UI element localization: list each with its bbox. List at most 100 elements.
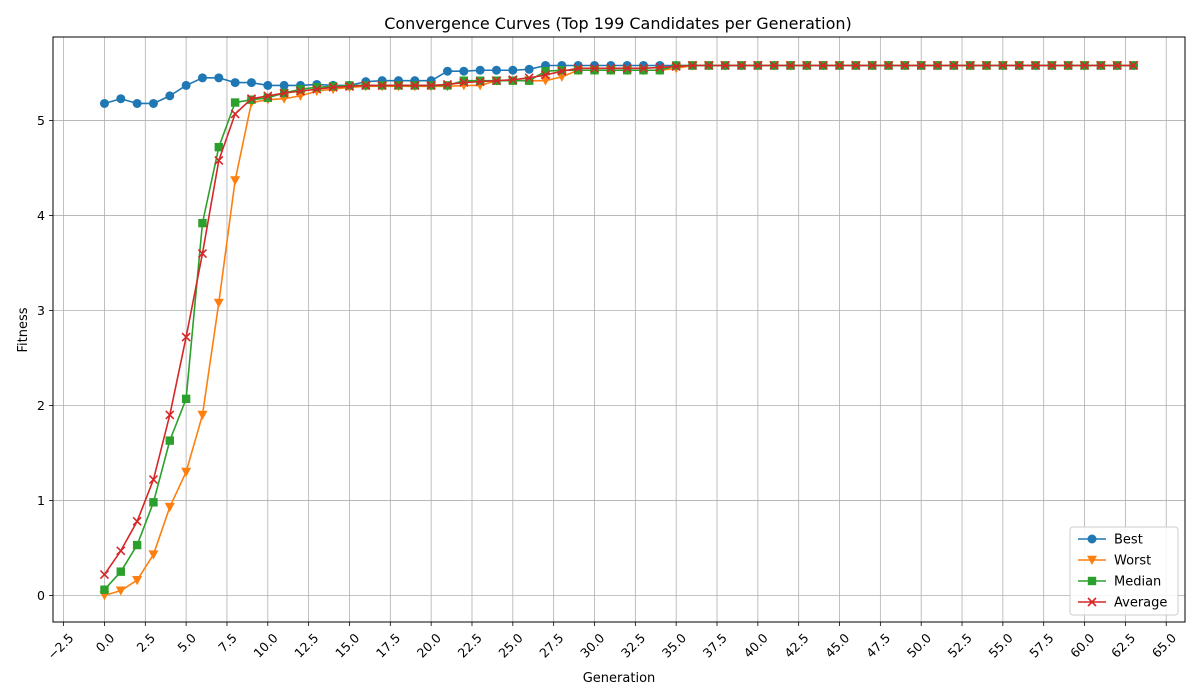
data-point-median <box>116 567 125 576</box>
data-point-average <box>279 88 289 98</box>
data-point-average <box>720 60 730 71</box>
data-point-average <box>932 60 943 71</box>
data-point-best <box>165 91 175 101</box>
y-tick-label: 4 <box>37 208 45 223</box>
data-point-average <box>475 77 485 87</box>
data-point-worst <box>115 586 126 596</box>
data-point-median <box>263 93 273 102</box>
data-point-average <box>148 474 159 485</box>
data-point-median <box>198 218 207 228</box>
data-point-best <box>508 65 518 75</box>
data-point-average <box>736 60 747 71</box>
series-line-average <box>103 64 1134 575</box>
data-point-best <box>181 80 191 90</box>
legend-marker-average <box>1087 597 1097 607</box>
y-tick-label: 1 <box>37 493 45 508</box>
data-point-median <box>606 66 616 75</box>
data-point-average <box>867 60 877 71</box>
x-axis-label: Generation <box>583 671 656 686</box>
chart-title: Convergence Curves (Top 199 Candidates p… <box>384 14 852 33</box>
data-point-average <box>181 332 191 342</box>
data-point-average <box>998 60 1008 71</box>
data-point-median <box>524 76 534 85</box>
data-point-average <box>99 569 110 580</box>
data-point-best <box>116 94 126 104</box>
data-point-average <box>769 60 779 71</box>
data-point-average <box>442 79 453 90</box>
y-axis-ticks: 0 1 2 3 4 5 <box>37 113 53 603</box>
data-point-median <box>312 83 322 92</box>
legend-entry-median: Median <box>1078 575 1161 590</box>
data-point-median <box>573 66 583 75</box>
data-point-best <box>214 73 224 83</box>
data-point-average <box>1128 60 1139 71</box>
data-point-average <box>426 80 436 90</box>
series-average <box>99 60 1139 580</box>
legend-entry-average: Average <box>1078 596 1167 611</box>
data-point-best <box>263 80 273 90</box>
data-point-average <box>671 61 681 72</box>
data-point-worst <box>556 72 567 82</box>
data-point-best <box>279 80 289 90</box>
data-point-average <box>573 63 583 73</box>
legend-label-best: Best <box>1114 533 1143 548</box>
data-point-average <box>295 86 306 96</box>
legend-entry-worst: Worst <box>1078 554 1151 569</box>
y-tick-label: 2 <box>37 398 45 413</box>
data-point-median <box>132 540 142 550</box>
data-point-average <box>638 63 649 73</box>
data-point-average <box>312 84 322 94</box>
data-point-median <box>214 142 223 152</box>
legend-box <box>1069 526 1179 616</box>
data-point-average <box>230 109 240 119</box>
data-point-average <box>132 516 142 526</box>
legend-entry-best: Best <box>1078 533 1143 548</box>
data-point-average <box>393 80 404 90</box>
data-point-average <box>883 60 894 71</box>
data-point-average <box>508 75 518 85</box>
data-point-average <box>802 60 812 71</box>
y-tick-label: 0 <box>37 588 45 603</box>
data-point-average <box>491 76 502 86</box>
data-point-worst <box>132 576 143 586</box>
data-point-average <box>704 60 714 71</box>
data-point-best <box>197 73 207 83</box>
data-point-median <box>230 98 240 107</box>
data-point-worst <box>197 410 208 420</box>
data-point-worst <box>148 550 159 560</box>
data-point-average <box>197 248 208 259</box>
data-point-average <box>214 155 224 166</box>
data-point-average <box>361 80 371 90</box>
data-point-best <box>442 66 452 76</box>
data-point-median <box>100 585 109 594</box>
data-point-average <box>344 81 355 91</box>
legend-marker-median <box>1087 576 1097 586</box>
data-point-average <box>557 66 567 76</box>
legend-label-median: Median <box>1114 575 1161 590</box>
data-point-average <box>606 63 616 73</box>
data-point-worst <box>213 298 224 308</box>
data-point-average <box>1112 60 1122 71</box>
legend: Best Worst Median Average <box>1069 526 1179 616</box>
y-tick-label: 3 <box>37 303 45 318</box>
data-point-average <box>1079 60 1090 71</box>
data-point-worst <box>181 467 192 477</box>
data-point-average <box>1063 60 1073 71</box>
data-point-average <box>785 60 796 71</box>
data-point-average <box>1047 60 1057 71</box>
data-point-average <box>589 63 600 73</box>
data-point-best <box>148 98 158 108</box>
legend-label-average: Average <box>1114 596 1167 611</box>
data-point-average <box>818 60 828 71</box>
data-point-best <box>491 65 501 75</box>
data-point-average <box>753 60 763 71</box>
data-point-median <box>622 66 632 75</box>
legend-marker-best <box>1087 534 1097 544</box>
data-point-average <box>459 78 469 88</box>
data-point-average <box>965 60 975 71</box>
data-point-median <box>296 85 305 94</box>
data-point-average <box>981 60 992 71</box>
data-point-average <box>165 410 175 420</box>
